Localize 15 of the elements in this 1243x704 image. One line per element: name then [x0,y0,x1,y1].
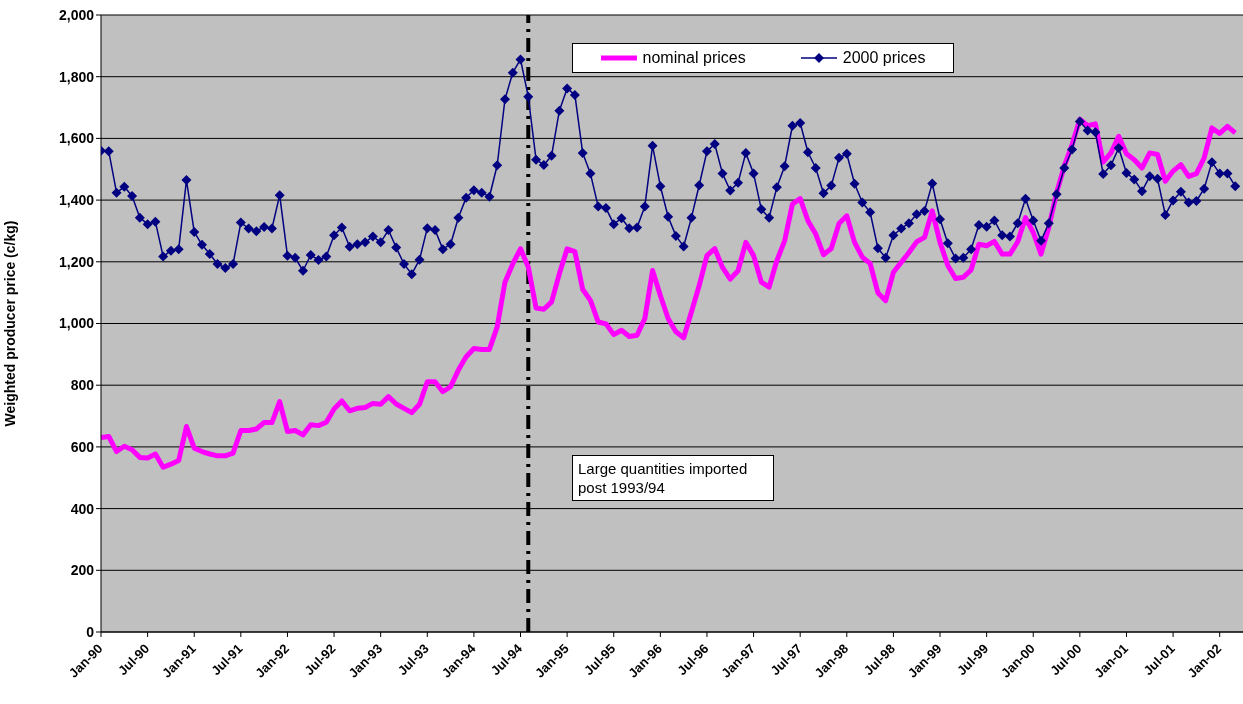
y-tick-label: 0 [86,623,95,640]
legend-label: nominal prices [642,49,746,67]
y-axis-title: Weighted producer price (c/kg) [1,220,18,427]
y-tick-label: 1,200 [58,253,95,270]
y-tick-label: 1,000 [58,315,95,332]
y-tick-label: 1,400 [58,192,95,209]
y-tick-label: 800 [70,377,95,394]
y-tick-label: 1,800 [58,68,95,85]
y-tick-label: 400 [70,500,95,517]
annotation: Large quantities imported post 1993/94 [572,455,774,501]
y-tick-label: 1,600 [58,130,95,147]
y-tick-label: 2,000 [58,6,95,23]
y-tick-label: 600 [70,438,95,455]
y-tick-label: 200 [70,562,95,579]
legend-label: 2000 prices [842,49,926,67]
